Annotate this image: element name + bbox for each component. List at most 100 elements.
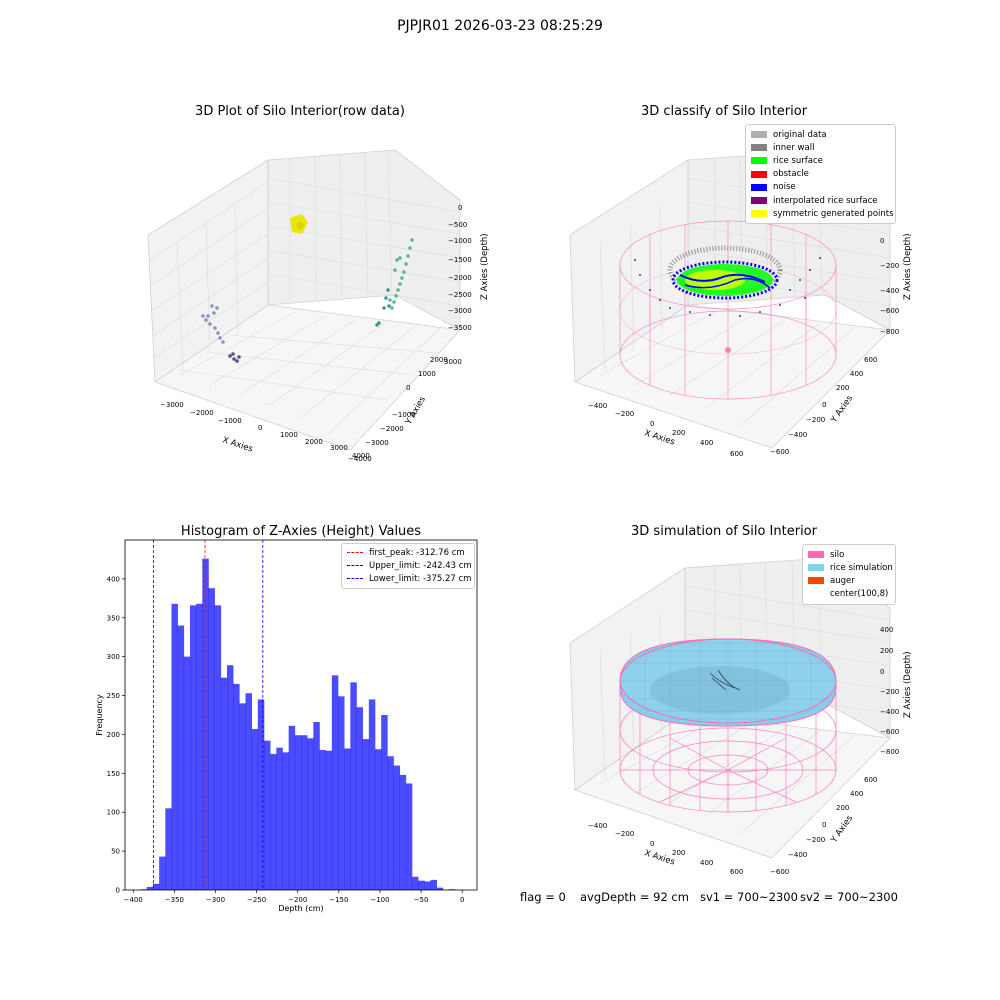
svg-text:−500: −500: [448, 221, 467, 229]
histogram-bar: [338, 696, 345, 890]
dashed-line-icon: [347, 552, 363, 554]
histogram-bar: [159, 856, 166, 890]
svg-text:−1000: −1000: [218, 417, 242, 425]
svg-text:400: 400: [850, 790, 863, 798]
y-tick-label: 100: [107, 809, 120, 817]
svg-text:0: 0: [406, 384, 410, 392]
svg-text:200: 200: [672, 849, 685, 857]
histogram-bar: [282, 752, 289, 890]
y-tick-label: 350: [107, 614, 120, 622]
svg-text:−1000: −1000: [448, 237, 472, 245]
svg-text:400: 400: [850, 370, 863, 378]
sv1-text: sv1 = 700~2300: [700, 890, 798, 904]
legend-item-original-data: original data: [751, 128, 890, 141]
y-tick-label: 50: [111, 848, 120, 856]
swatch-icon: [808, 551, 824, 559]
simulation-3d-plot: −400 −200 0 200 400 600 −600 −400 −200 0…: [569, 557, 913, 876]
histogram-bar: [301, 735, 308, 890]
swatch-icon: [808, 564, 824, 572]
swatch-icon: [751, 183, 767, 191]
avg-depth-text: avgDepth = 92 cm: [580, 890, 689, 904]
svg-text:200: 200: [836, 384, 849, 392]
histogram-x-label: Depth (cm): [278, 904, 323, 913]
histogram-bar: [436, 887, 444, 890]
histogram-bar: [362, 739, 370, 890]
flag-text: flag = 0: [520, 890, 566, 904]
legend-item-noise: noise: [751, 181, 890, 194]
raw-axis-ticks: −3000 −2000 −1000 0 1000 2000 3000 4000 …: [160, 204, 472, 463]
simulation-legend: silo rice simulation auger center(100,8): [802, 544, 896, 605]
raw-pane-back: [147, 149, 461, 451]
svg-text:200: 200: [836, 804, 849, 812]
svg-text:−200: −200: [615, 410, 634, 418]
svg-text:−400: −400: [880, 708, 899, 716]
svg-text:−1500: −1500: [448, 256, 472, 264]
classify-y-label: Y Axies: [829, 393, 856, 425]
histogram-bar: [276, 747, 283, 890]
x-tick-label: −300: [206, 896, 225, 904]
swatch-icon: [751, 197, 767, 205]
swatch-icon: [751, 157, 767, 165]
x-tick-label: −100: [370, 896, 389, 904]
histogram-bar: [331, 675, 339, 890]
raw-z-label: Z Axies (Depth): [480, 233, 490, 300]
classify-z-label: Z Axies (Depth): [903, 233, 913, 300]
dashed-line-icon: [347, 565, 363, 567]
histogram-bar: [307, 738, 314, 890]
sv2-text: sv2 = 700~2300: [800, 890, 898, 904]
histogram-bar: [202, 558, 209, 890]
raw-plot-title: 3D Plot of Silo Interior(row data): [195, 104, 405, 119]
histogram-bar: [196, 603, 203, 890]
svg-text:2000: 2000: [430, 356, 448, 364]
dashed-line-icon: [347, 578, 363, 580]
svg-text:2000: 2000: [305, 438, 323, 446]
histogram-bar: [430, 879, 437, 890]
histogram-bar: [245, 693, 252, 890]
histogram-bar: [263, 740, 271, 890]
simulation-axis-ticks: −400 −200 0 200 400 600 −600 −400 −200 0…: [588, 626, 899, 876]
legend-item-inner-wall: inner wall: [751, 141, 890, 154]
classify-point-cloud: [634, 245, 821, 353]
svg-text:−600: −600: [770, 868, 789, 876]
legend-item-upper-limit: Upper_limit: -242.43 cm: [347, 559, 472, 572]
legend-item-symmetric: symmetric generated points: [751, 207, 894, 220]
svg-text:3000: 3000: [444, 358, 462, 366]
histogram-bar: [152, 883, 160, 890]
x-tick-label: −400: [124, 896, 143, 904]
histogram-bar: [165, 808, 172, 890]
figure-title: PJPJR01 2026-03-23 08:25:29: [397, 18, 603, 34]
svg-text:−200: −200: [880, 262, 899, 270]
histogram-bar: [171, 603, 178, 890]
svg-text:−2000: −2000: [380, 425, 404, 433]
svg-text:600: 600: [730, 868, 743, 876]
histogram-bar: [313, 722, 320, 890]
svg-text:600: 600: [864, 776, 877, 784]
svg-text:0: 0: [880, 668, 884, 676]
histogram-bar: [177, 625, 185, 890]
swatch-icon: [751, 144, 767, 152]
legend-item-interpolated: interpolated rice surface: [751, 194, 890, 207]
histogram-bar: [257, 699, 265, 890]
svg-text:0: 0: [880, 237, 884, 245]
svg-text:−400: −400: [788, 851, 807, 859]
svg-text:−200: −200: [806, 836, 825, 844]
histogram-bar: [189, 605, 197, 890]
x-tick-label: −150: [329, 896, 348, 904]
raw-3d-plot: −3000 −2000 −1000 0 1000 2000 3000 4000 …: [147, 149, 490, 463]
svg-text:0: 0: [650, 840, 654, 848]
legend-item-obstacle: obstacle: [751, 168, 890, 181]
histogram-chart: −400 −350 −300 −250 −200 −150 −100 −50 0 0 50 100 1…: [95, 539, 478, 913]
histogram-bar: [183, 656, 191, 890]
svg-text:0: 0: [822, 401, 826, 409]
histogram-bar: [412, 876, 419, 890]
histogram-bar: [220, 677, 228, 890]
y-tick-label: 200: [107, 731, 120, 739]
svg-text:−2000: −2000: [190, 409, 214, 417]
legend-item-lower-limit: Lower_limit: -375.27 cm: [347, 572, 471, 585]
y-tick-label: 300: [107, 653, 120, 661]
svg-text:−400: −400: [588, 822, 607, 830]
histogram-bar: [208, 588, 215, 890]
histogram-bar: [375, 749, 382, 890]
histogram-bar: [393, 765, 400, 890]
svg-text:−3000: −3000: [160, 401, 184, 409]
